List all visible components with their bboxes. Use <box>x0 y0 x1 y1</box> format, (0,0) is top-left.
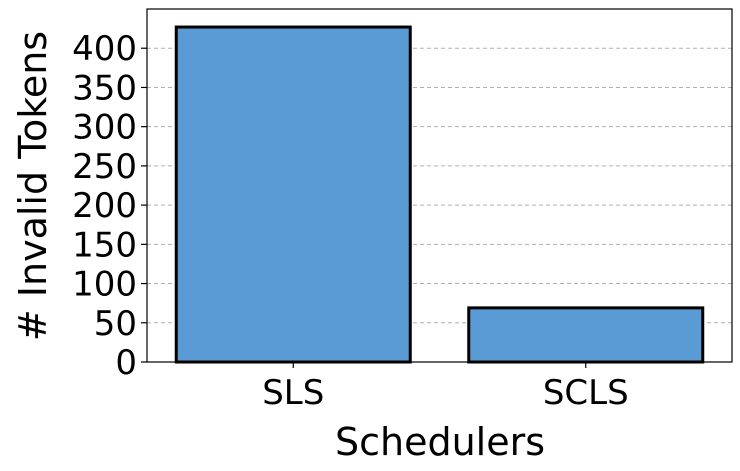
bars <box>176 27 703 362</box>
y-tick-label-200: 200 <box>72 186 137 226</box>
y-tick-label-400: 400 <box>72 29 137 69</box>
y-tick-label-300: 300 <box>72 108 137 148</box>
x-tick-label-sls: SLS <box>262 373 324 413</box>
x-axis-ticks: SLS SCLS <box>262 362 628 413</box>
y-tick-label-350: 350 <box>72 68 137 108</box>
x-tick-label-scls: SCLS <box>543 373 629 413</box>
y-tick-label-150: 150 <box>72 225 137 265</box>
x-axis-label: Schedulers <box>335 420 545 464</box>
y-tick-label-250: 250 <box>72 147 137 187</box>
bar-scls <box>469 308 703 362</box>
y-tick-label-50: 50 <box>94 304 137 344</box>
y-tick-label-100: 100 <box>72 265 137 305</box>
y-axis-label: # Invalid Tokens <box>11 31 55 341</box>
y-tick-label-0: 0 <box>115 343 137 383</box>
bar-sls <box>176 27 410 362</box>
